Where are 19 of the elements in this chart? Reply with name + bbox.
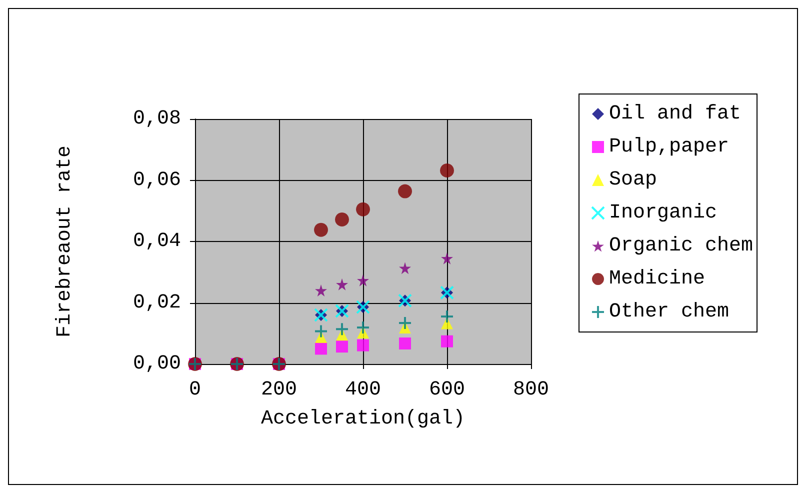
legend-label: Medicine — [609, 268, 706, 290]
y-tick-label: 0,04 — [132, 230, 181, 253]
y-tick-label: 0,08 — [132, 108, 181, 130]
legend-label: Soap — [609, 168, 658, 192]
x-tick-label: 800 — [512, 378, 550, 402]
y-tick-label: 0,06 — [132, 168, 181, 192]
legend-label: Organic chem — [609, 234, 754, 258]
x-tick-label: 600 — [428, 378, 466, 402]
x-tick-label: 0 — [188, 378, 202, 402]
x-tick-label: 400 — [344, 378, 382, 402]
y-tick-label: 0,00 — [132, 352, 181, 376]
y-axis-title: Firebreaout rate — [54, 145, 76, 338]
legend-label: Inorganic — [609, 202, 718, 224]
x-tick-label: 200 — [260, 378, 298, 402]
x-axis-title: Acceleration(gal) — [260, 408, 466, 430]
legend-label: Pulp,paper — [609, 136, 730, 158]
legend-label: Oil and fat — [609, 102, 742, 126]
legend-label: Other chem — [609, 300, 730, 324]
y-tick-label: 0,02 — [132, 291, 181, 314]
